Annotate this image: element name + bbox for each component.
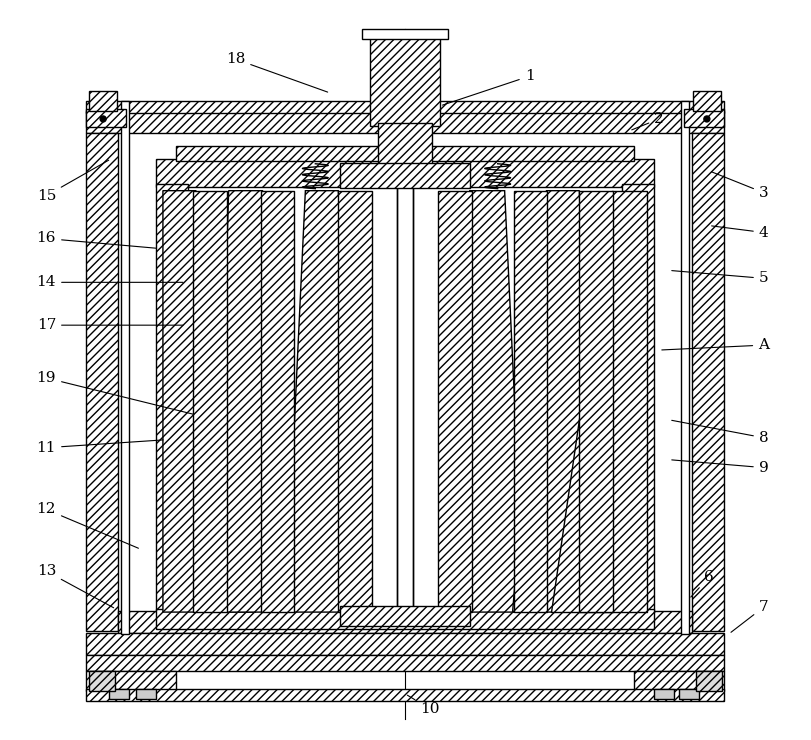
Bar xyxy=(109,689,129,699)
Bar xyxy=(118,611,692,633)
Bar xyxy=(692,133,723,631)
Bar xyxy=(156,159,654,186)
Bar xyxy=(156,184,188,612)
Bar xyxy=(693,91,721,111)
Text: 6: 6 xyxy=(691,571,714,597)
Bar xyxy=(86,101,723,113)
Bar xyxy=(513,191,547,612)
Bar xyxy=(370,36,440,126)
Polygon shape xyxy=(216,191,295,612)
Polygon shape xyxy=(163,191,255,612)
Bar xyxy=(378,123,432,168)
Text: 3: 3 xyxy=(711,172,769,200)
Text: 2: 2 xyxy=(632,112,664,130)
Bar xyxy=(86,633,723,655)
Text: 12: 12 xyxy=(36,502,139,548)
Bar xyxy=(341,163,470,188)
Bar xyxy=(622,184,654,612)
Text: 16: 16 xyxy=(36,232,157,248)
Bar xyxy=(634,671,723,691)
Bar xyxy=(89,91,117,111)
Bar xyxy=(121,101,129,634)
Text: 4: 4 xyxy=(711,226,769,240)
Text: 5: 5 xyxy=(672,271,769,286)
Bar xyxy=(338,191,372,612)
Bar xyxy=(684,109,723,127)
Bar xyxy=(176,146,634,161)
Circle shape xyxy=(704,116,710,122)
Text: 8: 8 xyxy=(672,420,769,445)
Text: 1: 1 xyxy=(443,69,534,105)
Bar xyxy=(86,655,723,671)
Bar xyxy=(86,111,723,133)
Bar xyxy=(86,109,126,127)
Bar xyxy=(86,689,723,701)
Polygon shape xyxy=(513,191,592,612)
Text: 19: 19 xyxy=(36,371,193,414)
Polygon shape xyxy=(551,191,647,612)
Bar xyxy=(260,191,294,612)
Text: A: A xyxy=(662,338,769,352)
Text: 7: 7 xyxy=(731,600,769,632)
Text: 11: 11 xyxy=(36,440,163,454)
Bar xyxy=(397,186,413,609)
Bar xyxy=(363,30,448,39)
Text: 14: 14 xyxy=(36,275,183,289)
Bar xyxy=(579,191,613,612)
Text: 17: 17 xyxy=(36,318,183,332)
Circle shape xyxy=(100,116,106,122)
Bar xyxy=(89,671,115,691)
Polygon shape xyxy=(285,191,365,612)
Bar xyxy=(679,689,699,699)
Bar xyxy=(136,689,156,699)
Bar xyxy=(696,671,722,691)
Text: 13: 13 xyxy=(36,564,114,608)
Bar xyxy=(341,606,470,626)
Bar xyxy=(156,609,654,629)
Bar xyxy=(86,133,118,631)
Bar xyxy=(681,101,689,634)
Bar xyxy=(438,191,472,612)
Text: 15: 15 xyxy=(36,160,109,203)
Polygon shape xyxy=(445,191,525,612)
Bar xyxy=(654,689,674,699)
Bar xyxy=(193,191,226,612)
Text: 10: 10 xyxy=(407,695,440,716)
Text: 9: 9 xyxy=(672,460,769,474)
Text: 18: 18 xyxy=(226,53,328,92)
Bar xyxy=(86,671,176,691)
